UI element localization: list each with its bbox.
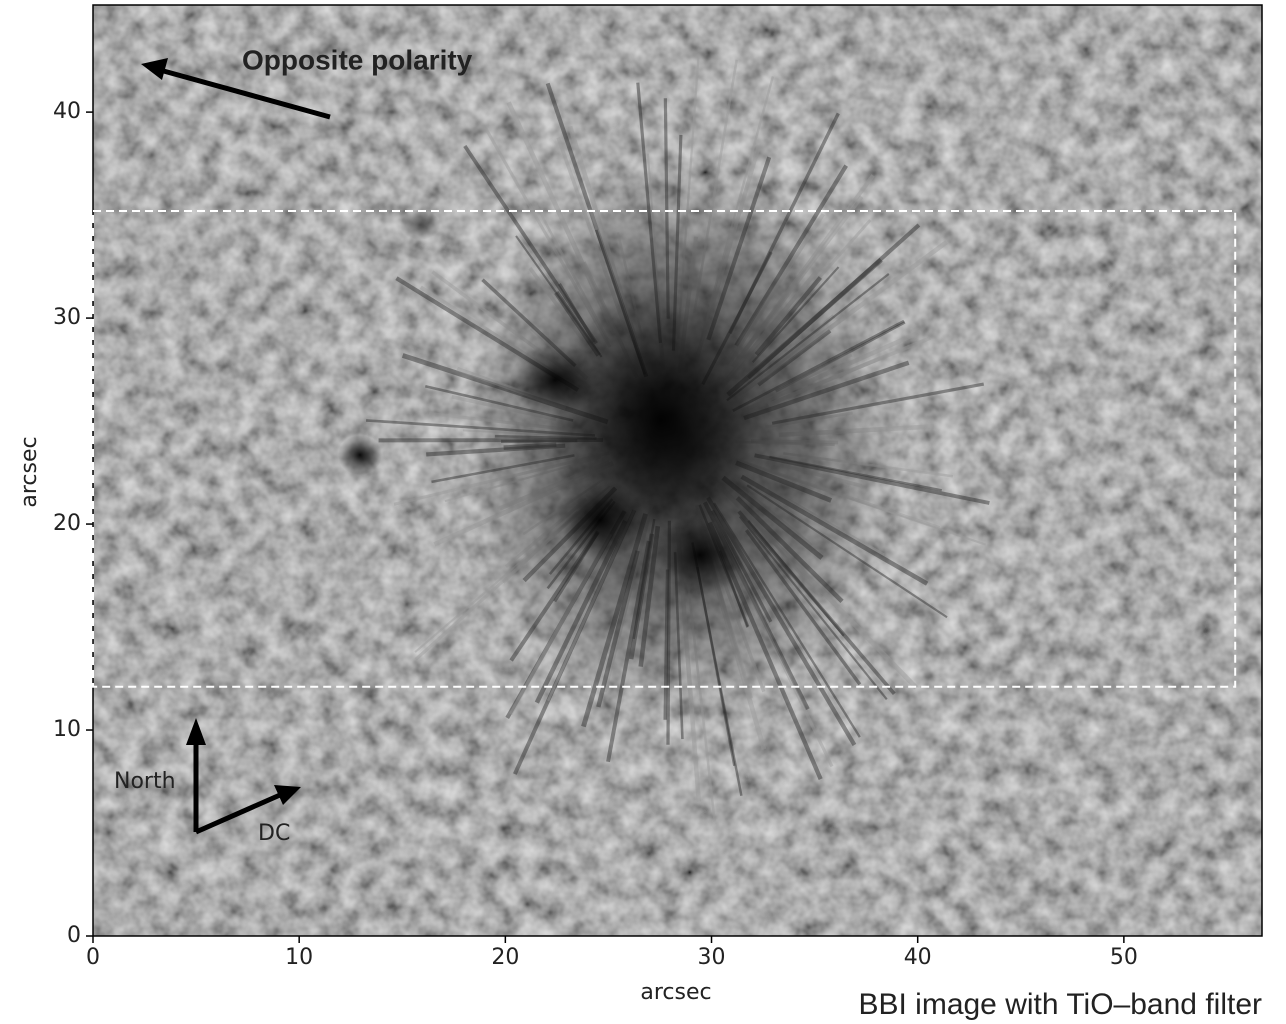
caption: BBI image with TiO–band filter (858, 988, 1262, 1021)
y-tick-label: 30 (53, 305, 81, 330)
y-tick-label: 0 (67, 923, 81, 948)
y-tick-label: 40 (53, 99, 81, 124)
chart: 0 10 20 30 40 50 0 10 20 30 40 arcsec arcsec BBI i… (0, 0, 1286, 1024)
y-tick-label: 20 (53, 511, 81, 536)
x-axis-label: arcsec (640, 980, 711, 1005)
annotation: Opposite polarity (242, 44, 473, 75)
y-axis-label: arcsec (17, 436, 42, 507)
x-tick-label: 20 (491, 945, 519, 970)
x-tick-label: 50 (1110, 945, 1138, 970)
north-label: North (114, 769, 176, 794)
x-tick-label: 30 (698, 945, 726, 970)
solar-image (93, 5, 1262, 936)
x-tick-label: 0 (86, 945, 100, 970)
y-tick-label: 10 (53, 717, 81, 742)
dc-label: DC (258, 821, 290, 846)
x-tick-label: 40 (904, 945, 932, 970)
x-tick-label: 10 (285, 945, 313, 970)
